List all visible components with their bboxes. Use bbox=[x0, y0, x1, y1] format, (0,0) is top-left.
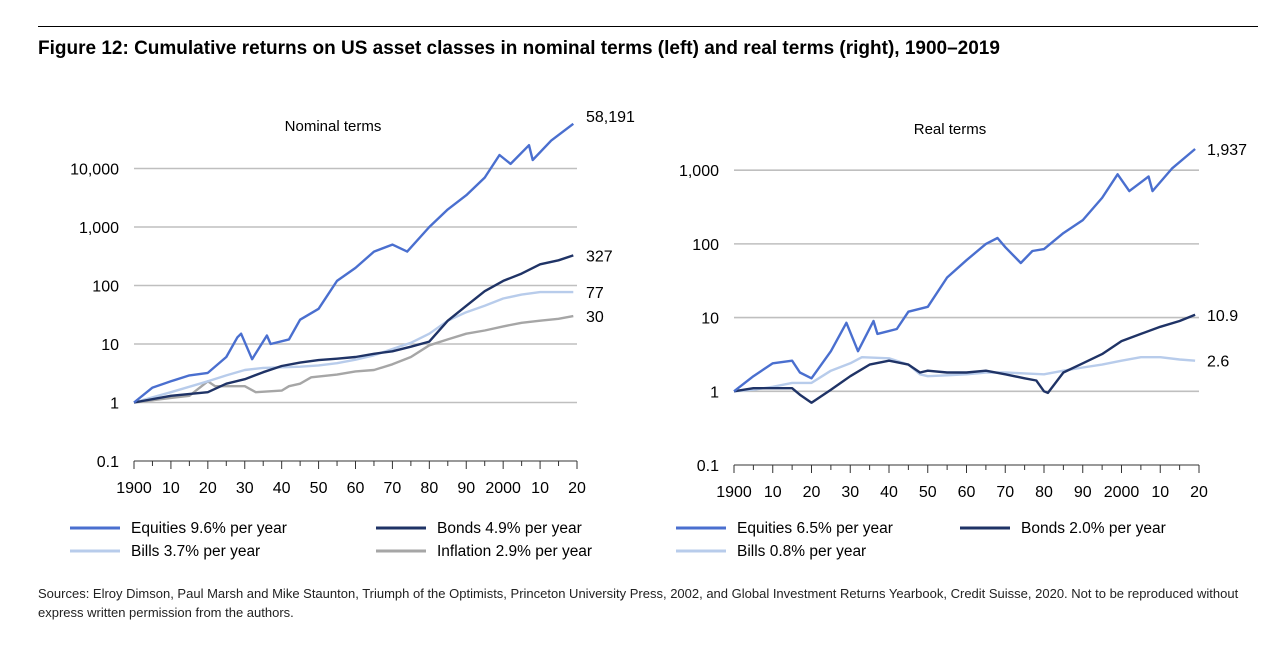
legend-label: Equities 9.6% per year bbox=[131, 520, 287, 537]
y-tick-label: 1,000 bbox=[79, 220, 119, 237]
x-tick-label: 10 bbox=[1151, 484, 1169, 501]
y-tick-label: 0.1 bbox=[97, 454, 119, 471]
x-tick-label: 90 bbox=[1074, 484, 1092, 501]
x-tick-label: 40 bbox=[880, 484, 898, 501]
y-tick-label: 1 bbox=[710, 384, 719, 401]
x-tick-label: 20 bbox=[199, 480, 217, 497]
end-label: 30 bbox=[586, 309, 604, 326]
legend-item: Equities 9.6% per year bbox=[70, 520, 287, 537]
figure-title: Figure 12: Cumulative returns on US asse… bbox=[38, 38, 1000, 59]
legend-item: Equities 6.5% per year bbox=[676, 520, 893, 537]
x-tick-label: 90 bbox=[457, 480, 475, 497]
x-tick-label: 2000 bbox=[1104, 484, 1140, 501]
x-tick-label: 50 bbox=[919, 484, 937, 501]
series-line-bills bbox=[733, 356, 1196, 393]
top-rule bbox=[38, 26, 1258, 27]
legend-label: Bonds 2.0% per year bbox=[1021, 520, 1166, 537]
end-label: 2.6 bbox=[1207, 354, 1229, 371]
legend-item: Bonds 2.0% per year bbox=[960, 520, 1166, 537]
x-tick-label: 2000 bbox=[485, 480, 521, 497]
x-tick-label: 20 bbox=[1190, 484, 1208, 501]
legend-label: Bills 3.7% per year bbox=[131, 543, 260, 560]
y-tick-label: 0.1 bbox=[697, 458, 719, 475]
series-line-bonds bbox=[133, 254, 574, 404]
series-line-equities bbox=[133, 122, 575, 404]
x-tick-label: 1900 bbox=[716, 484, 752, 501]
series-line-inflation bbox=[133, 314, 574, 404]
legend-item: Bills 3.7% per year bbox=[70, 543, 260, 560]
x-tick-label: 40 bbox=[273, 480, 291, 497]
sources-note: Sources: Elroy Dimson, Paul Marsh and Mi… bbox=[38, 586, 1239, 620]
y-tick-label: 10,000 bbox=[70, 162, 119, 179]
x-tick-label: 30 bbox=[236, 480, 254, 497]
chart-real: Real terms 0.1 1 10 100 1,000 1900 10 20 30 40 50 60… bbox=[676, 121, 1247, 560]
charts-canvas: Nominal terms 0.1 1 10 100 1,000 10,000 1900 10 2… bbox=[70, 109, 1247, 560]
x-tick-label: 10 bbox=[764, 484, 782, 501]
y-tick-label: 10 bbox=[701, 311, 719, 328]
y-tick-label: 1 bbox=[110, 396, 119, 413]
x-tick-label: 10 bbox=[162, 480, 180, 497]
x-tick-label: 80 bbox=[1035, 484, 1053, 501]
x-tick-label: 20 bbox=[568, 480, 586, 497]
end-label: 10.9 bbox=[1207, 308, 1238, 325]
legend-item: Bills 0.8% per year bbox=[676, 543, 866, 560]
end-label: 58,191 bbox=[586, 109, 635, 126]
y-tick-label: 10 bbox=[101, 337, 119, 354]
x-tick-label: 70 bbox=[996, 484, 1014, 501]
x-tick-label: 10 bbox=[531, 480, 549, 497]
legend-item: Inflation 2.9% per year bbox=[376, 543, 592, 560]
legend-label: Equities 6.5% per year bbox=[737, 520, 893, 537]
x-tick-label: 20 bbox=[803, 484, 821, 501]
legend-label: Bills 0.8% per year bbox=[737, 543, 866, 560]
end-label: 1,937 bbox=[1207, 142, 1247, 159]
chart-title: Real terms bbox=[914, 121, 987, 138]
x-tick-label: 1900 bbox=[116, 480, 152, 497]
x-tick-label: 30 bbox=[841, 484, 859, 501]
x-tick-label: 50 bbox=[310, 480, 328, 497]
chart-title: Nominal terms bbox=[285, 118, 382, 135]
series-line-bills bbox=[133, 290, 574, 404]
legend-label: Inflation 2.9% per year bbox=[437, 543, 592, 560]
end-label: 327 bbox=[586, 248, 613, 265]
chart-nominal: Nominal terms 0.1 1 10 100 1,000 10,000 1900 10 2… bbox=[70, 109, 635, 560]
legend-label: Bonds 4.9% per year bbox=[437, 520, 582, 537]
x-tick-label: 60 bbox=[958, 484, 976, 501]
end-label: 77 bbox=[586, 285, 604, 302]
legend-item: Bonds 4.9% per year bbox=[376, 520, 582, 537]
series-line-bonds bbox=[733, 313, 1196, 404]
y-tick-label: 1,000 bbox=[679, 163, 719, 180]
x-tick-label: 60 bbox=[347, 480, 365, 497]
y-tick-label: 100 bbox=[92, 279, 119, 296]
x-tick-label: 80 bbox=[420, 480, 438, 497]
series-line-equities bbox=[733, 148, 1196, 393]
y-tick-label: 100 bbox=[692, 237, 719, 254]
x-tick-label: 70 bbox=[384, 480, 402, 497]
